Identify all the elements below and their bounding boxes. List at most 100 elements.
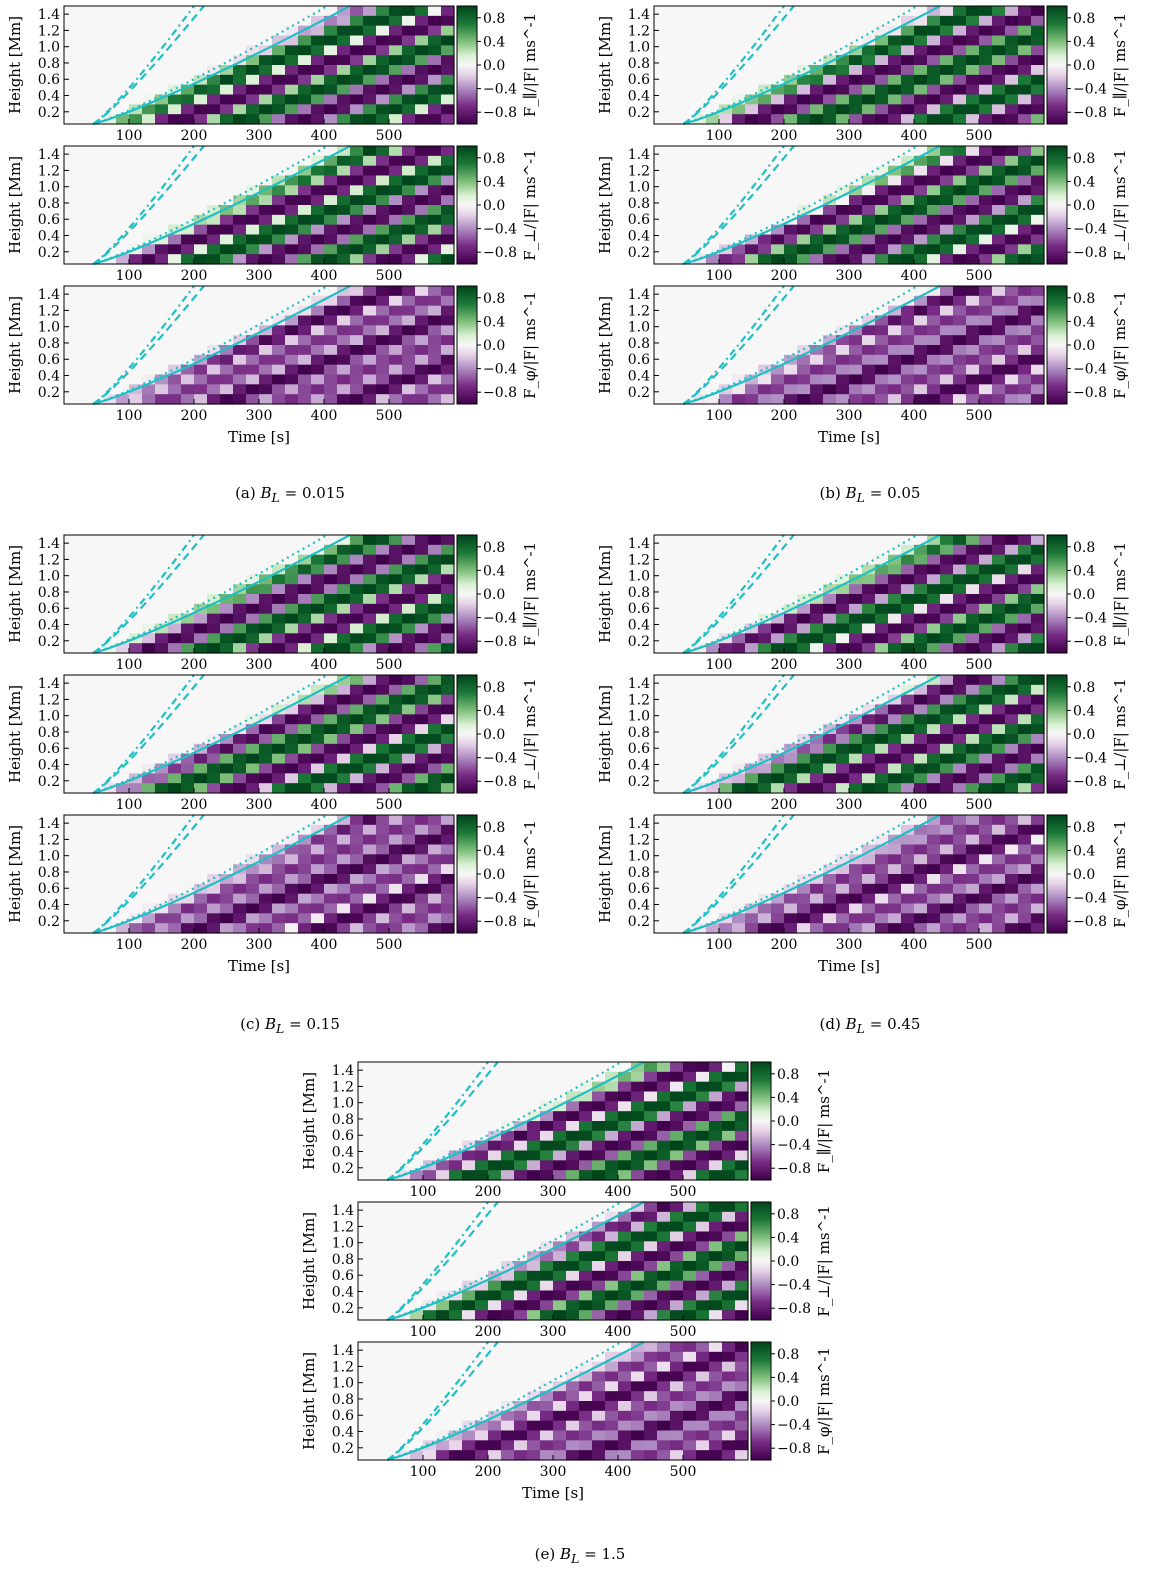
heatmap-cell: [1018, 643, 1032, 654]
heatmap-cell: [745, 15, 759, 27]
heatmap-cell: [311, 305, 325, 317]
heatmap-cell: [849, 854, 863, 865]
heatmap-cell: [797, 254, 811, 265]
heatmap-cell: [129, 864, 143, 875]
heatmap-cell: [810, 903, 824, 914]
heatmap-cell: [927, 834, 941, 846]
heatmap-cell: [953, 694, 967, 706]
y-tick-label: 1.4: [38, 7, 60, 23]
heatmap-cell: [680, 923, 694, 934]
heatmap-cell: [680, 354, 694, 366]
heatmap-cell: [836, 104, 850, 115]
heatmap-cell: [285, 45, 299, 56]
heatmap-cell: [654, 535, 668, 546]
heatmap-cell: [402, 675, 416, 686]
heatmap-cell: [836, 15, 850, 27]
heatmap-cell: [1018, 883, 1032, 895]
heatmap-cell: [797, 224, 811, 236]
heatmap-cell: [441, 244, 455, 255]
heatmap-cell: [1031, 743, 1045, 755]
heatmap-cell: [90, 763, 104, 774]
colorbar-tick-label: −0.8: [483, 914, 517, 930]
heatmap-cell: [914, 286, 928, 297]
heatmap-cell: [246, 734, 260, 745]
heatmap-cell: [797, 623, 811, 634]
heatmap-cell: [823, 345, 837, 356]
heatmap-cell: [953, 234, 967, 245]
heatmap-cell: [953, 15, 967, 27]
heatmap-cell: [363, 315, 377, 326]
heatmap-cell: [888, 195, 902, 206]
heatmap-cell: [1031, 864, 1045, 875]
heatmap-cell: [402, 45, 416, 56]
heatmap-cell: [823, 854, 837, 865]
heatmap-cell: [142, 633, 156, 644]
heatmap-cell: [706, 913, 720, 924]
heatmap-cell: [732, 195, 746, 206]
heatmap-cell: [246, 544, 260, 556]
heatmap-cell: [979, 903, 993, 914]
y-tick-label: 1.0: [628, 569, 650, 585]
heatmap-cell: [784, 684, 798, 696]
heatmap-cell: [875, 315, 889, 326]
heatmap-cell: [966, 603, 980, 615]
heatmap-cell: [397, 1101, 411, 1112]
heatmap-cell: [875, 295, 889, 307]
heatmap-cell: [862, 175, 876, 186]
heatmap-cell: [771, 694, 785, 706]
heatmap-cell: [181, 883, 195, 895]
heatmap-cell: [836, 753, 850, 765]
heatmap-cell: [415, 224, 429, 236]
heatmap-cell: [168, 594, 182, 605]
heatmap-cell: [103, 544, 117, 556]
heatmap-cell: [745, 325, 759, 336]
heatmap-cell: [181, 743, 195, 755]
heatmap-cell: [706, 694, 720, 706]
heatmap-cell: [168, 893, 182, 905]
heatmap-cell: [103, 374, 117, 385]
colorbar-tick-label: 0.4: [1073, 34, 1095, 50]
heatmap-cell: [246, 354, 260, 366]
heatmap-cell: [823, 114, 837, 125]
colorbar-tick-label: 0.8: [1073, 820, 1095, 836]
heatmap-cell: [693, 74, 707, 86]
heatmap-cell: [324, 603, 338, 615]
heatmap-cell: [1031, 544, 1045, 556]
heatmap-cell: [992, 94, 1006, 105]
heatmap-cell: [901, 623, 915, 634]
heatmap-cell: [311, 815, 325, 826]
x-tick-label: 400: [311, 657, 338, 673]
heatmap-cell: [732, 15, 746, 27]
heatmap-cell: [103, 224, 117, 236]
heatmap-cell: [940, 185, 954, 196]
heatmap-cell: [940, 335, 954, 346]
heatmap-cell: [992, 224, 1006, 236]
heatmap-cell: [849, 594, 863, 605]
heatmap-cell: [428, 185, 442, 196]
heatmap-cell: [350, 893, 364, 905]
heatmap-cell: [667, 286, 681, 297]
heatmap-cell: [397, 1081, 411, 1093]
heatmap-cell: [992, 325, 1006, 336]
x-tick-label: 200: [181, 937, 208, 953]
heatmap-cell: [116, 185, 130, 196]
heatmap-cell: [862, 893, 876, 905]
heatmap-cell: [693, 286, 707, 297]
heatmap-cell: [64, 714, 78, 725]
heatmap-cell: [784, 205, 798, 216]
heatmap-cell: [758, 114, 772, 125]
heatmap-cell: [142, 623, 156, 634]
heatmap-cell: [363, 694, 377, 706]
heatmap-cell: [428, 364, 442, 376]
heatmap-cell: [415, 195, 429, 206]
heatmap-cell: [324, 923, 338, 934]
heatmap-cell: [758, 844, 772, 855]
heatmap-cell: [285, 544, 299, 556]
heatmap-cell: [771, 753, 785, 765]
colorbar-tick-label: −0.8: [483, 634, 517, 650]
heatmap-cell: [1018, 623, 1032, 634]
heatmap-cell: [849, 633, 863, 644]
heatmap-cell: [220, 25, 234, 37]
heatmap-cell: [428, 594, 442, 605]
heatmap-cell: [415, 724, 429, 735]
